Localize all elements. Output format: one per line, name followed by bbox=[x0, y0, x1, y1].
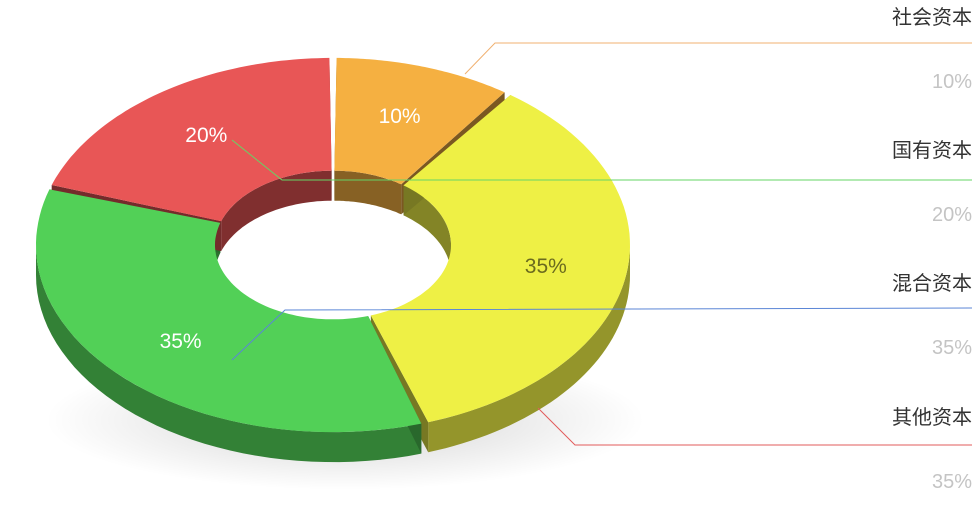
leader-line bbox=[231, 307, 973, 361]
legend-value: 20% bbox=[932, 204, 972, 226]
slice-labels: 10% 35% 35% 20% bbox=[160, 105, 567, 353]
leader-line bbox=[537, 407, 972, 446]
slice-inner-wall bbox=[334, 170, 402, 215]
legend-value: 35% bbox=[932, 471, 972, 493]
slice-2-top bbox=[51, 57, 332, 222]
legend: 社会资本 10% 国有资本 20% 混合资本 35% 其他资本 35% bbox=[892, 5, 972, 493]
slice-value-label: 10% bbox=[379, 105, 421, 128]
leader-line bbox=[231, 139, 972, 181]
donut-slices bbox=[36, 57, 630, 463]
slice-inner-wall bbox=[403, 185, 451, 275]
slice-value-label: 35% bbox=[160, 330, 202, 353]
slice-outer-side bbox=[428, 245, 630, 453]
slice-value-label: 20% bbox=[185, 124, 227, 147]
legend-name: 社会资本 bbox=[892, 5, 972, 29]
slice-outer-side bbox=[36, 245, 422, 463]
slice-3-top bbox=[370, 95, 630, 423]
slice-1-top bbox=[334, 57, 505, 185]
legend-value: 35% bbox=[932, 337, 972, 359]
leader-line bbox=[464, 42, 972, 75]
leader-lines bbox=[231, 42, 973, 446]
slice-4-top bbox=[36, 189, 422, 433]
slice-inner-wall bbox=[221, 170, 332, 252]
legend-name: 国有资本 bbox=[892, 138, 972, 162]
legend-value: 10% bbox=[932, 71, 972, 93]
slice-value-label: 35% bbox=[525, 255, 567, 278]
legend-name: 混合资本 bbox=[892, 271, 972, 295]
legend-name: 其他资本 bbox=[892, 405, 972, 429]
